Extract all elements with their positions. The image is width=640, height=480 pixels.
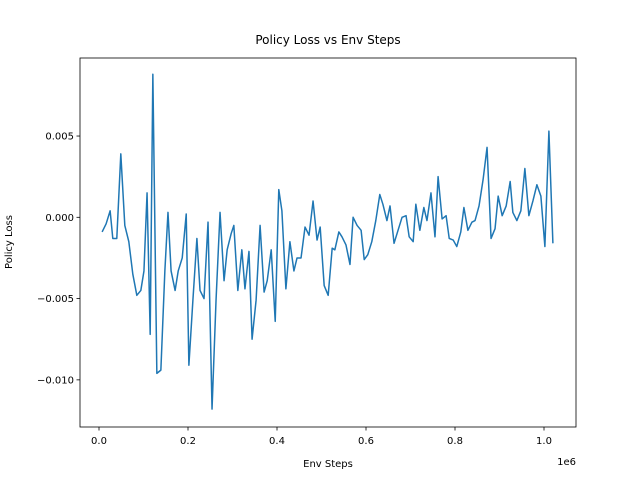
- x-offset-label: 1e6: [557, 457, 576, 468]
- x-tick-label: 0.6: [358, 436, 374, 447]
- y-tick-label: −0.010: [37, 375, 74, 386]
- x-tick-label: 0.0: [91, 436, 107, 447]
- x-tick-label: 0.2: [180, 436, 196, 447]
- x-tick-label: 0.8: [447, 436, 463, 447]
- y-tick-label: 0.000: [45, 213, 74, 224]
- x-axis-label: Env Steps: [303, 459, 353, 470]
- line-series: [101, 73, 554, 410]
- x-tick-label: 0.4: [269, 436, 285, 447]
- x-tick-label: 1.0: [536, 436, 552, 447]
- chart-title: Policy Loss vs Env Steps: [255, 33, 400, 47]
- plot-frame: [79, 57, 577, 428]
- y-tick-label: 0.005: [45, 132, 74, 143]
- y-tick-label: −0.005: [37, 294, 74, 305]
- y-axis-label: Policy Loss: [4, 215, 15, 269]
